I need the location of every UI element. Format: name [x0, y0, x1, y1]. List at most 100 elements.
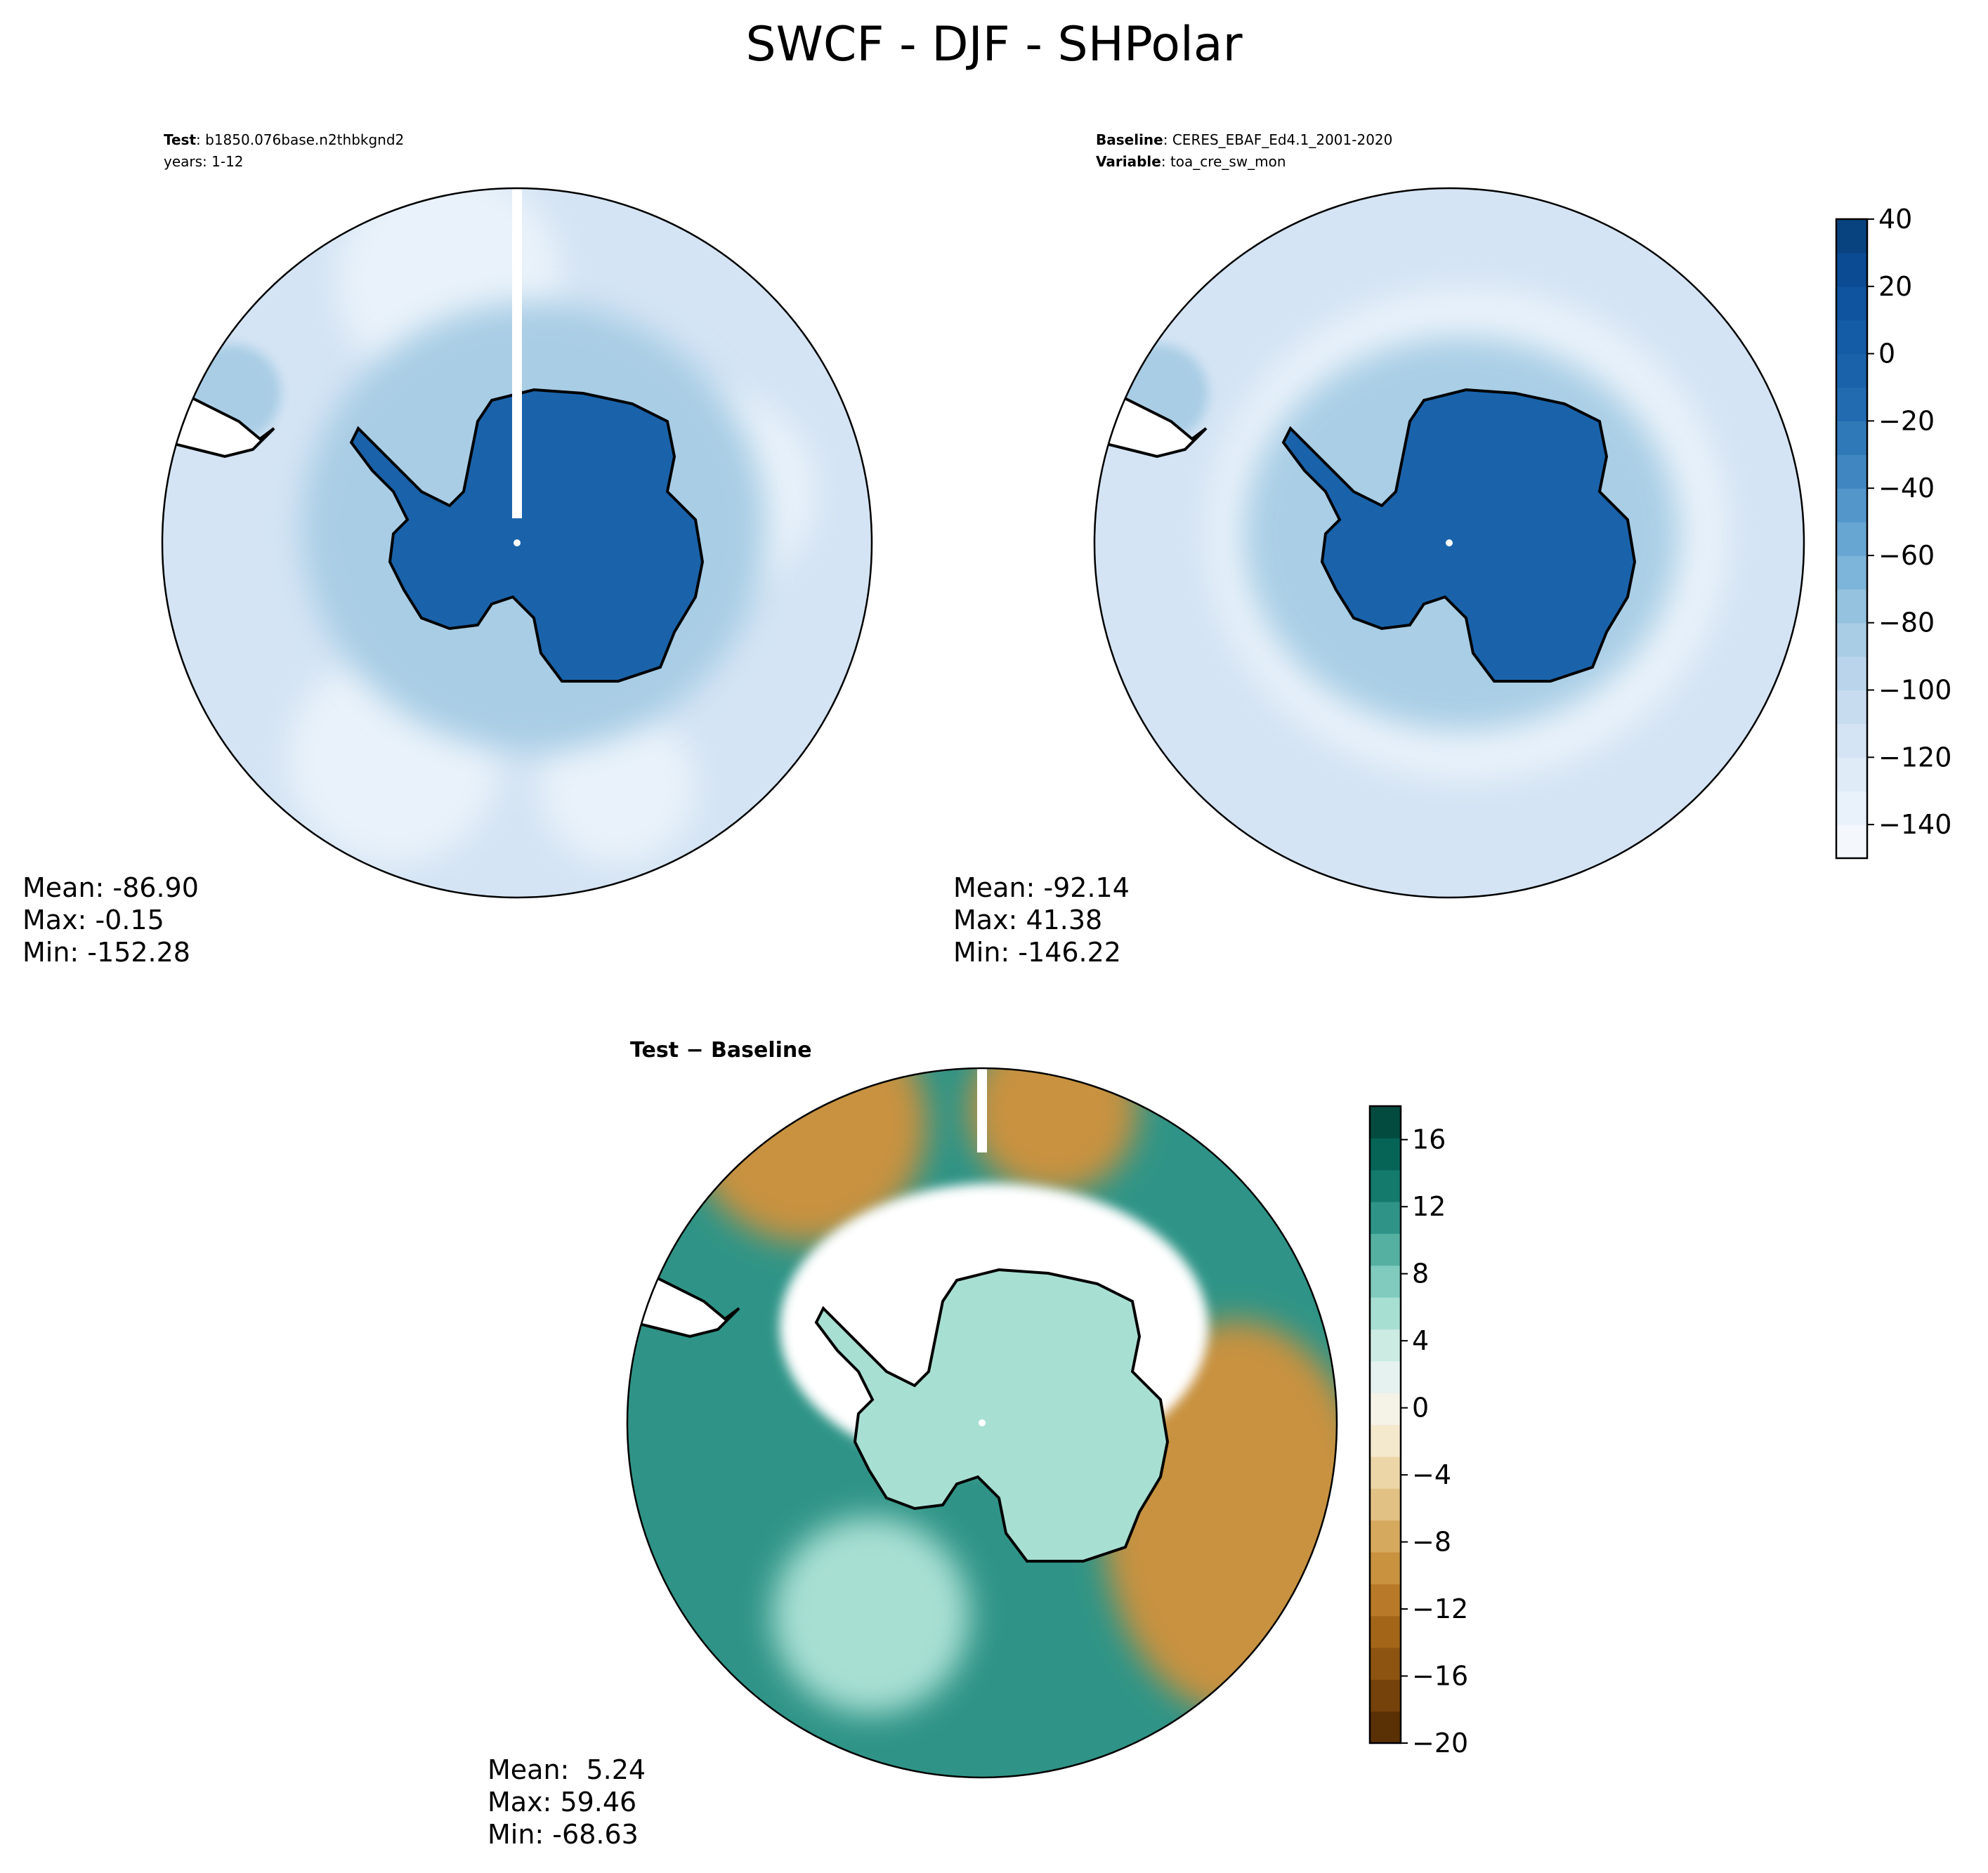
- colorbar-main-tick-label: 0: [1878, 339, 1895, 369]
- colorbar-main-color-segment: [1836, 690, 1867, 725]
- colorbar-diff-tick-label: 0: [1412, 1393, 1429, 1424]
- variable-name: toa_cre_sw_mon: [1170, 153, 1286, 170]
- baseline-stat-min: Min: -146.22: [953, 937, 1121, 968]
- colorbar-main-color-segment: [1836, 387, 1867, 421]
- test-years: years: 1-12: [164, 153, 244, 170]
- colorbar-diff-tick-label: 8: [1412, 1258, 1429, 1289]
- difference-panel: Test − Baseline Mean: 5.24 Max: 59.46 Mi…: [488, 1038, 1338, 1850]
- figure-title: SWCF - DJF - SHPolar: [745, 17, 1242, 72]
- baseline-meta-line-1: Baseline: CERES_EBAF_Ed4.1_2001-2020: [1096, 131, 1392, 148]
- colorbar-main-tick-label: −120: [1878, 742, 1951, 773]
- baseline-map: [1094, 188, 1804, 898]
- colorbar-diff-tick-label: −4: [1412, 1459, 1451, 1490]
- colorbar-diff-color-segment: [1370, 1679, 1401, 1712]
- colorbar-main-color-segment: [1836, 656, 1867, 691]
- baseline-dataset: CERES_EBAF_Ed4.1_2001-2020: [1172, 131, 1393, 148]
- baseline-map-border: [1093, 187, 1805, 899]
- difference-brown-top-left: [688, 1068, 927, 1243]
- colorbar-diff-color-segment: [1370, 1488, 1401, 1521]
- colorbar-main-color-segment: [1836, 353, 1867, 388]
- colorbar-diff-color-segment: [1370, 1711, 1401, 1744]
- difference-map-border: [626, 1067, 1338, 1779]
- colorbar-main-color-segment: [1836, 589, 1867, 624]
- baseline-pole-dot: [1446, 539, 1453, 546]
- colorbar-diff-color-segment: [1370, 1647, 1401, 1680]
- colorbar-main-color-segment: [1836, 622, 1867, 657]
- colorbar-diff-color-segment: [1370, 1393, 1401, 1426]
- test-label: Test: [164, 131, 196, 148]
- colorbar-main-color-segment: [1836, 454, 1867, 489]
- test-map: [162, 188, 872, 898]
- difference-stat-min: Min: -68.63: [488, 1819, 639, 1850]
- colorbar-main-tick-label: −40: [1878, 473, 1935, 504]
- baseline-meta-line-2: Variable: toa_cre_sw_mon: [1096, 153, 1286, 170]
- baseline-stat-mean: Mean: -92.14: [953, 872, 1130, 903]
- colorbar-main-tick-label: −20: [1878, 405, 1935, 436]
- colorbar-main-tick-label: −80: [1878, 607, 1935, 638]
- colorbar-diff-color-segment: [1370, 1615, 1401, 1648]
- test-pole-dot: [514, 539, 521, 546]
- colorbar-main-frame: [1835, 218, 1869, 860]
- colorbar-main-tick-label: 20: [1878, 271, 1912, 302]
- baseline-panel: Baseline: CERES_EBAF_Ed4.1_2001-2020 Var…: [953, 131, 1805, 968]
- colorbar-diff-tick-label: 4: [1412, 1325, 1429, 1356]
- baseline-coastline: [1281, 388, 1637, 683]
- colorbar-diff-color-segment: [1370, 1456, 1401, 1489]
- difference-pole-dot: [979, 1419, 986, 1426]
- difference-title: Test − Baseline: [630, 1038, 812, 1063]
- colorbar-diff-tick-label: −20: [1412, 1728, 1468, 1759]
- colorbar-diff-color-segment: [1370, 1202, 1401, 1234]
- colorbar-main-color-segment: [1836, 757, 1867, 791]
- test-panel: Test: b1850.076base.n2thbkgnd2 years: 1-…: [22, 131, 873, 968]
- colorbar-diff-frame: [1368, 1105, 1402, 1744]
- colorbar-main-tick-label: −100: [1878, 675, 1951, 706]
- colorbar-main-color-segment: [1836, 791, 1867, 825]
- difference-stat-max: Max: 59.46: [488, 1787, 636, 1818]
- test-stat-max: Max: -0.15: [22, 905, 164, 935]
- colorbar-diff-color-segment: [1370, 1584, 1401, 1617]
- colorbar-main-color-segment: [1836, 421, 1867, 455]
- colorbar-main-color-segment: [1836, 723, 1867, 758]
- baseline-stat-max: Max: 41.38: [953, 905, 1102, 935]
- difference-stat-mean: Mean: 5.24: [488, 1754, 646, 1785]
- colorbar-diff-color-segment: [1370, 1360, 1401, 1393]
- colorbar-main-color-segment: [1836, 488, 1867, 523]
- baseline-south-america-coast: [1099, 391, 1208, 459]
- test-stat-min: Min: -152.28: [22, 937, 190, 968]
- variable-label: Variable: [1096, 153, 1161, 170]
- test-south-america-coast: [166, 391, 275, 459]
- colorbar-main-color-segment: [1836, 522, 1867, 556]
- test-antarctica-land: [351, 390, 702, 681]
- baseline-label: Baseline: [1096, 131, 1163, 148]
- baseline-sep: :: [1163, 131, 1172, 148]
- colorbar-diff-color-segment: [1370, 1106, 1401, 1138]
- colorbar-diff-color-segment: [1370, 1424, 1401, 1457]
- colorbar-main-color-segment: [1836, 320, 1867, 355]
- test-seam-artifact: [512, 188, 522, 518]
- colorbar-main-tick-label: −140: [1878, 809, 1951, 840]
- variable-sep: :: [1161, 153, 1170, 170]
- colorbar-diff-color-segment: [1370, 1297, 1401, 1330]
- colorbar-diff-color-segment: [1370, 1265, 1401, 1298]
- test-case-name: b1850.076base.n2thbkgnd2: [205, 131, 404, 148]
- difference-antarctica-land: [816, 1270, 1168, 1561]
- colorbar-diff-tick-label: 12: [1412, 1191, 1446, 1222]
- difference-light-patch: [773, 1517, 969, 1714]
- test-light-patch-4: [541, 709, 695, 864]
- colorbar-diff-tick-label: −8: [1412, 1527, 1451, 1558]
- difference-brown-top: [969, 1068, 1138, 1194]
- difference-seam-artifact: [977, 1068, 987, 1152]
- colorbar-diff-color-segment: [1370, 1169, 1401, 1202]
- colorbar-main-color-segment: [1836, 286, 1867, 321]
- test-coastline: [349, 388, 705, 683]
- test-map-border: [161, 187, 873, 899]
- colorbar-diff-tick-label: −12: [1412, 1593, 1468, 1624]
- colorbar-diff-color-segment: [1370, 1329, 1401, 1362]
- colorbar-main-color-segment: [1836, 219, 1867, 254]
- colorbar-diff-color-segment: [1370, 1138, 1401, 1171]
- test-stat-mean: Mean: -86.90: [22, 872, 199, 903]
- colorbar-diff-color-segment: [1370, 1551, 1401, 1584]
- colorbar-main-tick-label: 40: [1878, 204, 1912, 235]
- colorbar-diff-color-segment: [1370, 1233, 1401, 1266]
